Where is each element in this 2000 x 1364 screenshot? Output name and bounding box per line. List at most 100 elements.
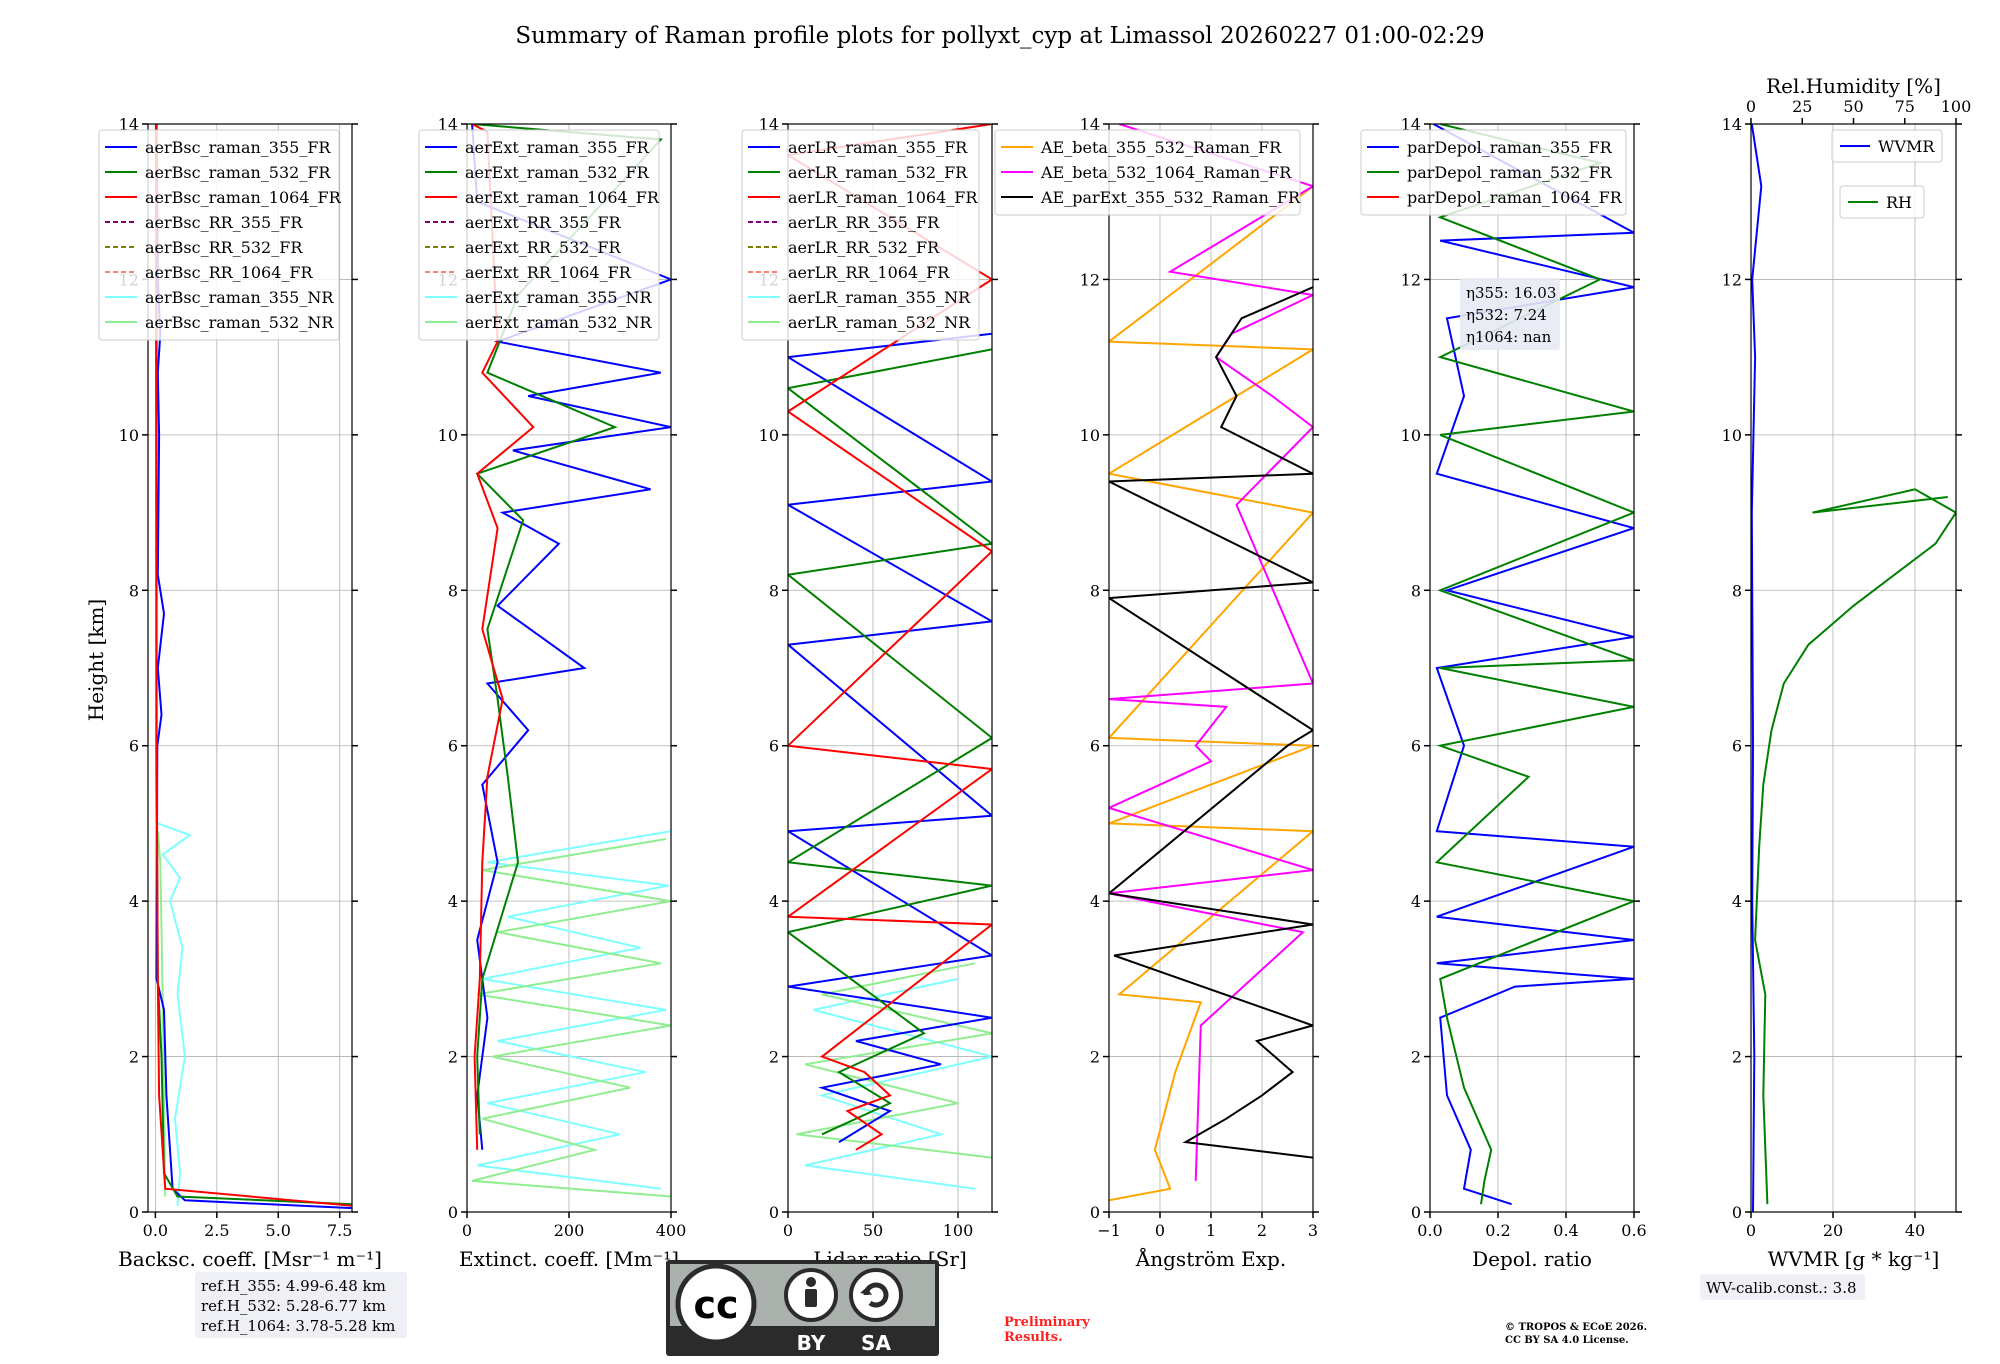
y-tick-label: 14 (1722, 115, 1742, 134)
x-tick-label: −1 (1097, 1221, 1121, 1240)
x-tick-label: 40 (1905, 1221, 1925, 1240)
y-tick-label: 14 (1401, 115, 1421, 134)
series-group (471, 124, 671, 1198)
eta-value: η532: 7.24 (1466, 306, 1547, 324)
x-tick-label: 0 (462, 1221, 472, 1240)
y-tick-label: 10 (1722, 426, 1742, 445)
top-tick-label: 100 (1941, 97, 1972, 116)
legend-entry: aerLR_raman_355_FR (788, 138, 968, 157)
y-tick-label: 6 (129, 737, 139, 756)
axes-frame (147, 123, 353, 1213)
cc-letters: cc (693, 1283, 738, 1327)
ref-height-355: ref.H_355: 4.99-6.48 km (201, 1277, 386, 1295)
figure-title: Summary of Raman profile plots for polly… (515, 23, 1484, 49)
legend-entry: AE_parExt_355_532_Raman_FR (1040, 188, 1301, 207)
legend: aerBsc_raman_355_FR aerBsc_raman_532_FRae… (98, 129, 342, 341)
ref-height-1064: ref.H_1064: 3.78-5.28 km (201, 1317, 395, 1335)
x-axis-label: WVMR [g * kg⁻¹] (1768, 1247, 1940, 1271)
y-tick-label: 14 (759, 115, 779, 134)
legend-entry: aerBsc_raman_1064_FR (145, 188, 342, 207)
axes-frame (466, 123, 672, 1213)
series-aerExt_raman_355_NR (476, 830, 671, 1190)
cc-license-badge: cc BY SA (666, 1260, 939, 1356)
axes-frame (1429, 123, 1635, 1213)
x-tick-label: 5.0 (266, 1221, 291, 1240)
wv-calib-box: WV-calib.const.: 3.8 (1700, 1274, 1865, 1300)
legend: WVMR RH (1831, 129, 1943, 219)
ref-height-532: ref.H_532: 5.28-6.77 km (201, 1297, 386, 1315)
y-tick-label: 8 (769, 581, 779, 600)
y-tick-label: 4 (1090, 892, 1100, 911)
y-tick-label: 0 (448, 1203, 458, 1222)
cc-icon (675, 1263, 757, 1345)
legend-entry: WVMR (1878, 137, 1935, 156)
series-aerBsc_raman_355_FR (155, 124, 352, 1210)
x-tick-label: 100 (943, 1221, 974, 1240)
x-tick-label: 0 (1155, 1221, 1165, 1240)
legend: aerExt_raman_355_FR aerExt_raman_532_FRae… (418, 129, 660, 341)
legend-box (418, 129, 660, 341)
y-tick-label: 14 (1080, 115, 1100, 134)
sa-icon (849, 1268, 903, 1322)
y-tick-label: 0 (1411, 1203, 1421, 1222)
y-tick-label: 0 (769, 1203, 779, 1222)
y-tick-label: 14 (438, 115, 458, 134)
y-tick-label: 8 (1411, 581, 1421, 600)
y-tick-label: 0 (1090, 1203, 1100, 1222)
legend-entry: aerExt_RR_532_FR (465, 238, 622, 257)
y-tick-label: 10 (1080, 426, 1100, 445)
y-tick-label: 4 (129, 892, 139, 911)
y-tick-label: 8 (448, 581, 458, 600)
legend-entry: parDepol_raman_355_FR (1407, 138, 1613, 157)
copyright-line1: © TROPOS & ECoE 2026. (1505, 1322, 1647, 1333)
y-tick-label: 6 (1090, 737, 1100, 756)
legend-entry: parDepol_raman_1064_FR (1407, 188, 1623, 207)
x-tick-label: 20 (1823, 1221, 1843, 1240)
y-tick-label: 8 (129, 581, 139, 600)
legend-entry: aerLR_raman_532_FR (788, 163, 968, 182)
legend-entry: AE_beta_355_532_Raman_FR (1040, 138, 1282, 157)
ref-height-box: ref.H_355: 4.99-6.48 km ref.H_532: 5.28-… (195, 1272, 407, 1338)
x-tick-label: 0.0 (1417, 1221, 1442, 1240)
y-tick-label: 2 (129, 1048, 139, 1067)
legend-box (98, 129, 340, 341)
legend-entry: aerLR_raman_1064_FR (788, 188, 978, 207)
legend-box (1831, 129, 1943, 163)
x-tick-label: 3 (1308, 1221, 1318, 1240)
eta-value: η355: 16.03 (1466, 284, 1556, 302)
legend-entry: aerExt_raman_355_NR (465, 288, 653, 307)
y-tick-label: 2 (1732, 1048, 1742, 1067)
legend-entry: aerExt_raman_532_NR (465, 313, 653, 332)
x-tick-label: 7.5 (327, 1221, 352, 1240)
x-axis-label: Backsc. coeff. [Msr⁻¹ m⁻¹] (118, 1247, 382, 1271)
legend-entry: aerBsc_raman_355_FR (145, 138, 331, 157)
series-group (154, 124, 352, 1210)
y-tick-label: 12 (1722, 270, 1742, 289)
series-group (1751, 124, 1956, 1212)
legend: AE_beta_355_532_Raman_FR AE_beta_532_1064… (994, 129, 1301, 216)
series-aerLR_raman_355_FR (788, 332, 992, 1143)
top-tick-label: 50 (1843, 97, 1863, 116)
series-aerExt_raman_355_FR (471, 124, 671, 1150)
x-tick-label: 0.6 (1621, 1221, 1646, 1240)
series-RH (1754, 488, 1956, 1205)
legend-entry: aerLR_RR_1064_FR (788, 263, 950, 282)
y-tick-label: 0 (1732, 1203, 1742, 1222)
y-tick-label: 8 (1090, 581, 1100, 600)
x-axis-label: Ångström Exp. (1135, 1246, 1286, 1271)
axes-frame (787, 123, 993, 1213)
series-AE_beta_532_1064_Raman_FR (1109, 124, 1313, 1181)
y-tick-label: 10 (119, 426, 139, 445)
y-tick-label: 2 (769, 1048, 779, 1067)
by-label: BY (797, 1331, 826, 1355)
series-aerLR_raman_355_NR (804, 977, 992, 1190)
y-tick-label: 6 (769, 737, 779, 756)
legend-entry: aerExt_raman_532_FR (465, 163, 650, 182)
legend-box (994, 129, 1301, 216)
legend-entry: aerExt_RR_355_FR (465, 213, 622, 232)
top-tick-label: 25 (1792, 97, 1812, 116)
